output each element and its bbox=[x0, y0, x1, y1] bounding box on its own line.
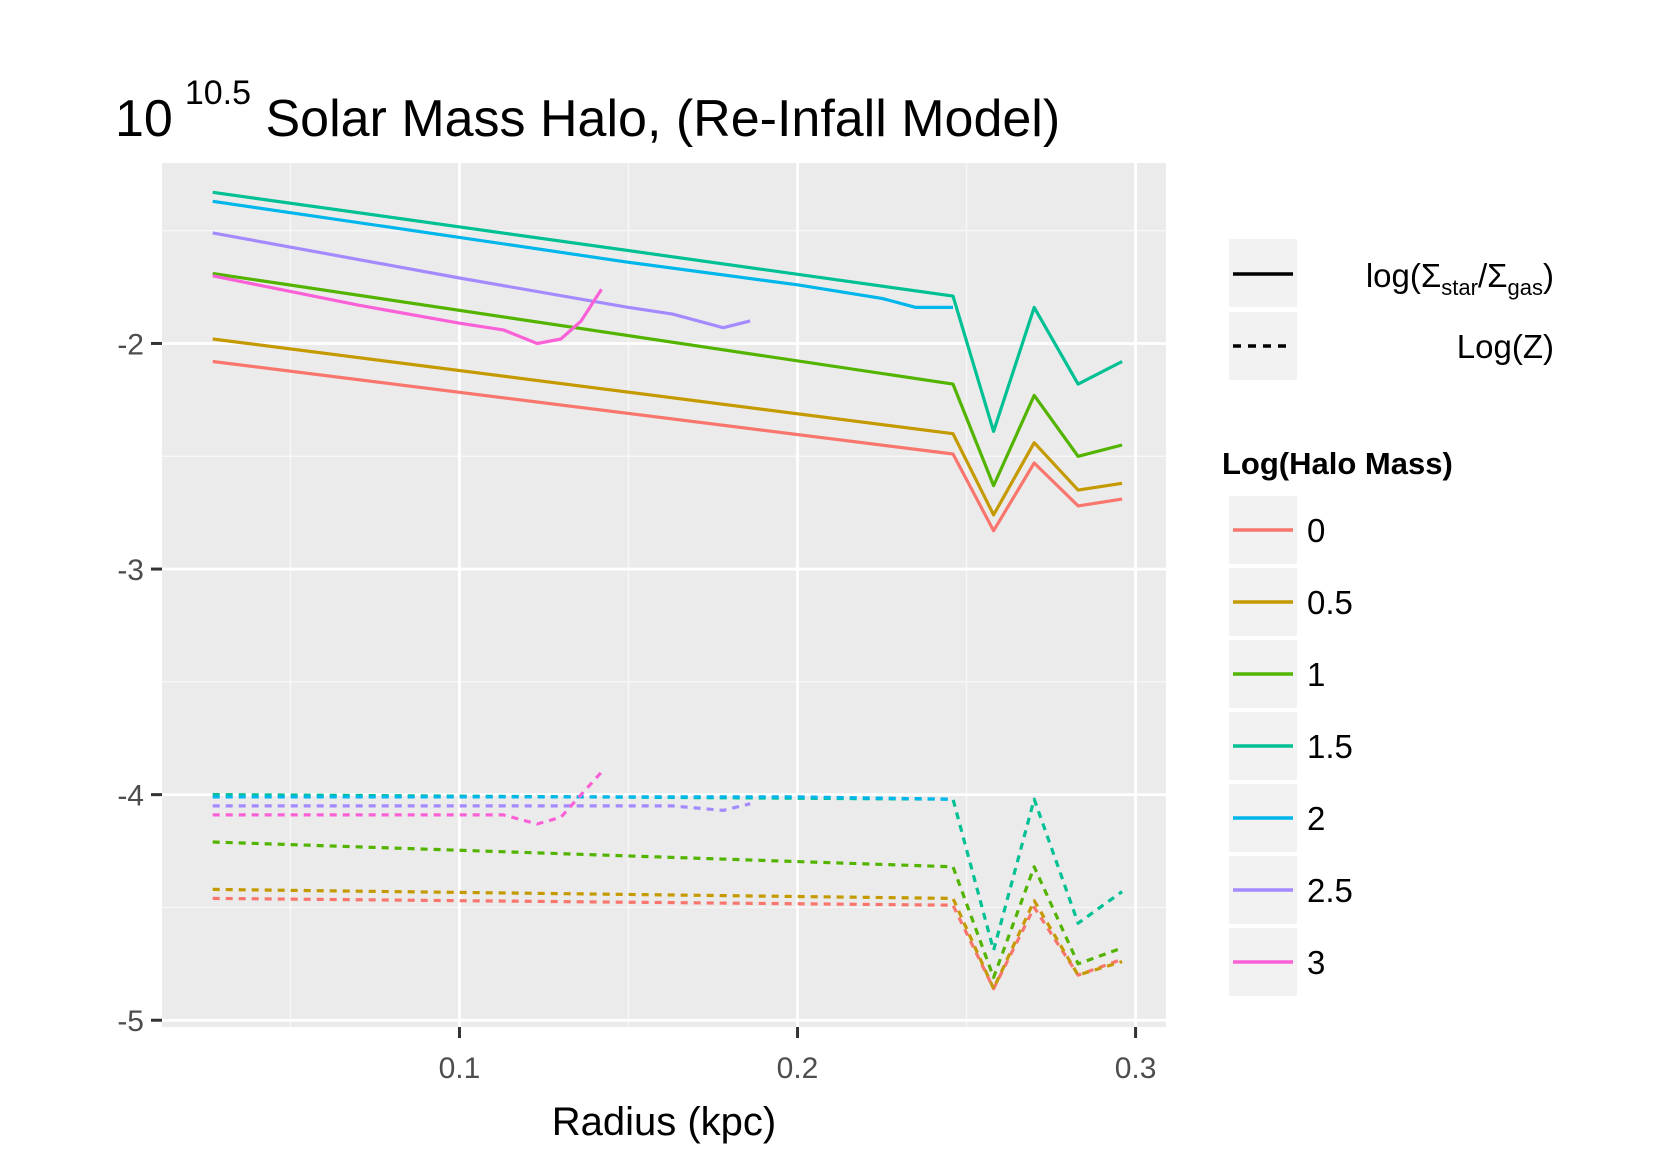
title-base: 10 bbox=[115, 90, 173, 148]
series-0-solid-line bbox=[212, 359, 1123, 533]
legend-label-2: 2 bbox=[1307, 800, 1325, 837]
series-0.5-solid-line bbox=[212, 337, 1123, 517]
color-legend: Log(Halo Mass) 0 0.5 1 1.5 2 2.5 3 bbox=[1222, 446, 1453, 996]
legend-label-3: 3 bbox=[1307, 944, 1325, 981]
y-tick-label: -4 bbox=[117, 780, 144, 813]
series-layer bbox=[212, 190, 1124, 991]
legend-label-1: 1 bbox=[1307, 656, 1325, 693]
title-exponent: 10.5 bbox=[185, 74, 251, 112]
series-3-solid-line bbox=[212, 274, 603, 346]
legend-label-0: 0 bbox=[1307, 512, 1325, 549]
linetype-legend: log(Σstar/Σgas) Log(Z) bbox=[1229, 239, 1554, 380]
legend-label-0.5: 0.5 bbox=[1307, 584, 1353, 621]
y-tick-label: -5 bbox=[117, 1005, 144, 1038]
color-legend-title: Log(Halo Mass) bbox=[1222, 446, 1453, 481]
series-0-dashed-line bbox=[212, 896, 1123, 991]
series-2.5-solid-line bbox=[212, 231, 751, 330]
series-1.5-solid-line bbox=[212, 190, 1123, 433]
x-axis-title: Radius (kpc) bbox=[552, 1100, 777, 1144]
series-1-solid-line bbox=[212, 271, 1123, 488]
legend-label-2.5: 2.5 bbox=[1307, 872, 1353, 909]
grid-major bbox=[162, 163, 1166, 1027]
series-2-solid-line bbox=[212, 199, 953, 309]
x-tick-label: 0.1 bbox=[439, 1052, 481, 1085]
x-tick-label: 0.2 bbox=[777, 1052, 819, 1085]
series-0.5-dashed-line bbox=[212, 887, 1123, 991]
axes-layer: 0.1 0.2 0.3 -2 -3 -4 -5 bbox=[117, 328, 1156, 1085]
series-3-dashed-line bbox=[212, 771, 603, 826]
chart-title: 10 10.5 Solar Mass Halo, (Re-Infall Model… bbox=[115, 74, 1060, 148]
title-rest: Solar Mass Halo, (Re-Infall Model) bbox=[251, 90, 1060, 148]
plot-panel bbox=[162, 163, 1166, 1027]
legend-label-solid: log(Σstar/Σgas) bbox=[1366, 257, 1554, 300]
y-tick-label: -2 bbox=[117, 328, 144, 361]
legend-label-1.5: 1.5 bbox=[1307, 728, 1353, 765]
legend-label-dashed: Log(Z) bbox=[1457, 328, 1554, 365]
series-1-dashed-line bbox=[212, 840, 1123, 980]
y-tick-label: -3 bbox=[117, 554, 144, 587]
x-tick-label: 0.3 bbox=[1115, 1052, 1157, 1085]
